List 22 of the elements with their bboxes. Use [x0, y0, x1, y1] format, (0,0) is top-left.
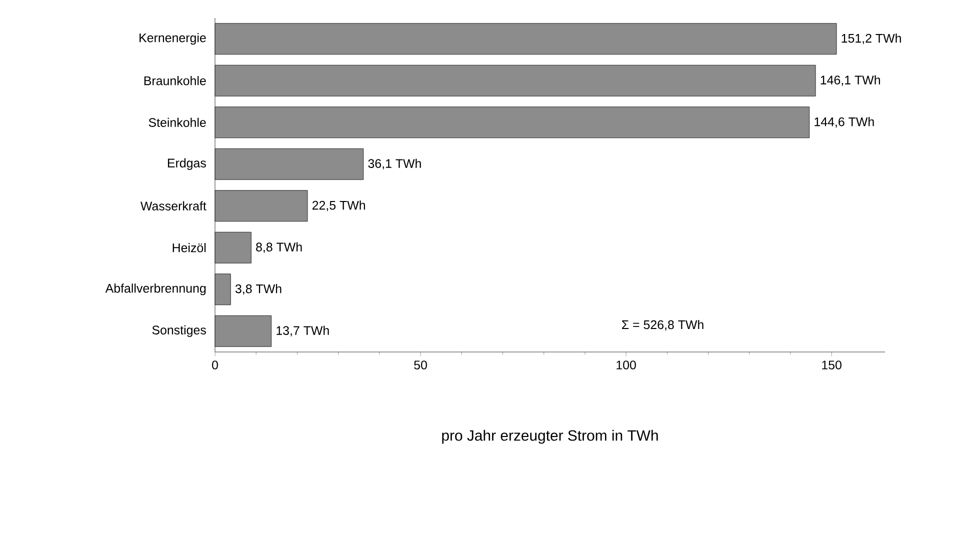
y-tick-label: Steinkohle	[148, 118, 206, 127]
y-tick-label: Heizöl	[172, 243, 206, 252]
data-label: 144,6 TWh	[814, 117, 874, 128]
x-tick-label: 0	[212, 360, 218, 370]
data-label: 8,8 TWh	[256, 242, 302, 253]
data-label: 36,1 TWh	[368, 158, 421, 170]
x-tick-label: 50	[414, 360, 427, 370]
data-label: 146,1 TWh	[820, 75, 880, 86]
x-tick-label: 150	[822, 360, 842, 370]
data-label: 22,5 TWh	[312, 200, 365, 212]
data-label: 13,7 TWh	[276, 326, 329, 336]
x-axis-title: pro Jahr erzeugter Strom in TWh	[442, 430, 658, 444]
y-tick-label: Kernenergie	[140, 33, 206, 45]
annotation: Σ = 526,8 TWh	[622, 320, 704, 331]
y-tick-label: Sonstiges	[152, 325, 206, 337]
x-tick-label: 100	[616, 360, 636, 370]
y-tick-label: Erdgas	[168, 158, 206, 170]
y-tick-label: Abfallverbrennung	[105, 284, 206, 296]
data-label: 3,8 TWh	[235, 284, 282, 295]
y-tick-label: Wasserkraft	[140, 201, 206, 210]
data-label: 151,2 TWh	[842, 34, 901, 44]
y-tick-label: Braunkohle	[144, 76, 206, 86]
